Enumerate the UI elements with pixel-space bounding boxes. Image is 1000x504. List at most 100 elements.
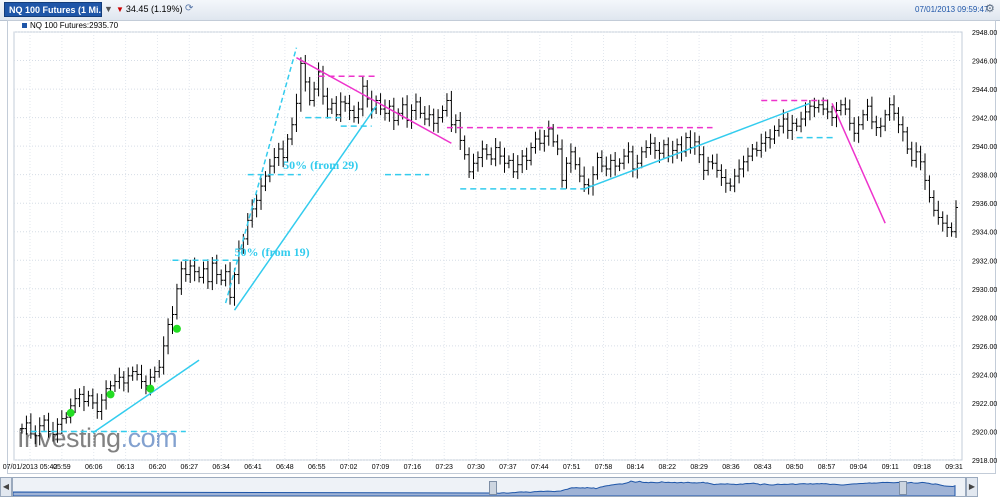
triangle-down-icon: ▼ (116, 5, 124, 14)
ohlc-bar (869, 96, 874, 130)
ohlc-bar (130, 366, 135, 381)
navigator-right-handle[interactable] (899, 481, 907, 495)
y-tick-label: 2932.00 (972, 258, 997, 265)
ohlc-bar (945, 214, 950, 238)
ohlc-bar (954, 200, 958, 238)
ohlc-bar (157, 359, 162, 378)
x-tick-label: 07:51 (563, 464, 581, 471)
ohlc-bar (794, 118, 799, 132)
ohlc-bar (86, 390, 91, 407)
ohlc-bar (444, 93, 449, 117)
nav-right-arrow[interactable]: ▶ (966, 477, 978, 497)
ohlc-bar (856, 116, 861, 143)
ohlc-bar (104, 380, 109, 410)
signal-marker (172, 324, 181, 333)
ohlc-bar (670, 140, 675, 164)
ohlc-bar (298, 57, 303, 112)
ohlc-bar (604, 156, 609, 177)
navigator-left-handle[interactable] (489, 481, 497, 495)
ohlc-bar (896, 107, 901, 134)
x-tick-label: 09:18 (913, 464, 931, 471)
ohlc-bar (387, 100, 392, 122)
ohlc-bar (803, 102, 808, 127)
ohlc-bar (382, 99, 387, 121)
x-tick-label: 06:41 (244, 464, 262, 471)
ohlc-bar (205, 259, 210, 289)
x-tick-label: 05:59 (53, 464, 71, 471)
ohlc-bar (418, 96, 423, 119)
ohlc-bar (396, 108, 401, 126)
x-tick-label: 07/01/2013 05:42 (3, 464, 58, 471)
trendline-cyan (92, 359, 200, 434)
ohlc-bar (728, 178, 733, 192)
ohlc-bar (81, 385, 86, 412)
y-tick-label: 2918.00 (972, 458, 997, 465)
ohlc-bar (59, 410, 64, 434)
navigator-preview (13, 480, 956, 496)
ohlc-bar (143, 375, 148, 395)
series-swatch (22, 23, 27, 28)
ohlc-bar (462, 135, 467, 160)
ohlc-bar (276, 142, 281, 166)
ohlc-bar (599, 150, 604, 173)
gear-icon[interactable]: ⚙ (985, 3, 995, 15)
ohlc-bar (909, 141, 914, 167)
ohlc-bar (914, 142, 919, 168)
ohlc-bar (161, 336, 166, 375)
ohlc-bar (42, 415, 47, 431)
x-tick-label: 07:16 (404, 464, 422, 471)
ohlc-bar (644, 140, 649, 158)
trendline-cyan (233, 105, 377, 311)
ohlc-bar (630, 145, 635, 178)
ohlc-bar (329, 98, 334, 115)
y-tick-label: 2934.00 (972, 230, 997, 237)
chart-frame (7, 20, 996, 474)
y-tick-label: 2922.00 (972, 401, 997, 408)
ohlc-bar (467, 147, 472, 178)
ohlc-bar (719, 164, 724, 186)
y-tick-label: 2940.00 (972, 144, 997, 151)
x-tick-label: 08:29 (690, 464, 708, 471)
ohlc-bar (431, 108, 436, 132)
ohlc-bar (135, 364, 140, 381)
price-label-text: NQ 100 Futures:2935.70 (30, 21, 119, 30)
navigator[interactable] (12, 477, 966, 497)
ohlc-bar (573, 146, 578, 170)
ohlc-bar (515, 155, 520, 180)
symbol-tab[interactable]: NQ 100 Futures (1 Mi... (4, 2, 102, 17)
ohlc-bar (312, 81, 317, 107)
ohlc-bar (617, 158, 622, 172)
ohlc-bar (20, 423, 24, 434)
drawings[interactable] (30, 47, 886, 434)
refresh-icon[interactable]: ⟳ (185, 3, 194, 14)
ohlc-bar (183, 259, 188, 282)
nav-left-arrow[interactable]: ◀ (0, 477, 12, 497)
y-tick-label: 2926.00 (972, 344, 997, 351)
ohlc-bar (838, 99, 843, 116)
x-tick-label: 07:44 (531, 464, 549, 471)
ohlc-bar (564, 157, 569, 189)
ohlc-bar (591, 166, 596, 196)
watermark: Investing.com (17, 423, 178, 454)
y-tick-label: 2942.00 (972, 116, 997, 123)
ohlc-bar (918, 145, 923, 171)
price-change-value: 34.45 (1.19%) (125, 4, 183, 14)
ohlc-bar (28, 413, 33, 439)
ohlc-bar (626, 142, 631, 164)
ohlc-bar (484, 143, 489, 160)
ohlc-bar (825, 99, 830, 120)
ohlc-bar (356, 101, 361, 124)
ohlc-bar (121, 371, 126, 392)
ohlc-bar (511, 153, 516, 178)
trendline-cyan (583, 102, 811, 190)
chevron-down-icon[interactable]: ▼ (104, 4, 113, 14)
ohlc-bar (772, 125, 777, 144)
x-tick-label: 06:13 (117, 464, 135, 471)
ohlc-bar (546, 120, 551, 146)
ohlc-bar (568, 143, 573, 173)
trendline-magenta (296, 57, 452, 144)
y-tick-label: 2938.00 (972, 173, 997, 180)
x-tick-label: 08:43 (754, 464, 772, 471)
x-tick-label: 06:55 (308, 464, 326, 471)
